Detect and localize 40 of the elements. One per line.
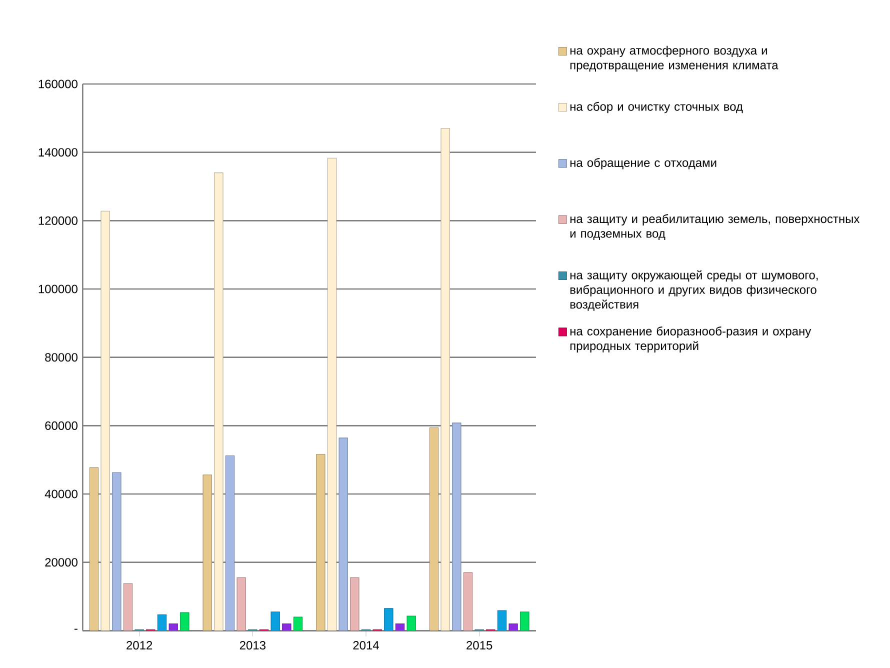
legend-label: на сбор и очистку сточных вод [570, 102, 743, 114]
x-tick-label: 2015 [466, 641, 492, 650]
legend-label: на охрану атмосферного воздуха и предотвращение изменения климата [570, 46, 778, 72]
bar [202, 474, 212, 631]
y-tick-label: 80000 [45, 353, 78, 362]
bar [440, 128, 450, 631]
bar [112, 472, 122, 631]
bar [89, 467, 99, 631]
bar [316, 454, 326, 631]
bar [384, 608, 394, 631]
bar [463, 572, 473, 631]
bar [338, 438, 348, 631]
x-tick-label: 2013 [240, 641, 266, 650]
y-tick-label: 120000 [38, 216, 78, 225]
bar [497, 610, 507, 631]
bar [350, 577, 360, 631]
legend-label: на обращение с отходами [570, 158, 716, 170]
legend-label: на защиту и реабилитацию земель, поверхностных и подземных вод [570, 214, 860, 240]
bar [225, 455, 235, 631]
x-tick-label: 2014 [353, 641, 379, 650]
y-tick-label: 140000 [38, 148, 78, 157]
legend-label: на сохранение биоразнооб-разия и охрану природных территорий [570, 326, 812, 352]
y-tick-label: - [74, 628, 78, 630]
bar [270, 612, 280, 631]
y-tick-label: 60000 [45, 421, 78, 430]
y-tick-label: 40000 [44, 490, 78, 498]
bar [214, 172, 224, 631]
y-tick-label: 100000 [38, 284, 78, 294]
bar [327, 158, 337, 631]
bar [429, 427, 439, 631]
y-tick-label: 20000 [45, 558, 78, 567]
bar [100, 210, 110, 631]
bar [123, 583, 133, 631]
legend-label: на защиту окружающей среды от шумового, вибрационного и других видов физического воздействия [570, 270, 818, 311]
bar [520, 612, 530, 631]
bar [236, 577, 246, 631]
x-tick-label: 2012 [126, 641, 152, 650]
bar [157, 614, 167, 631]
bar [452, 422, 462, 631]
y-tick-label: 160000 [38, 80, 78, 88]
